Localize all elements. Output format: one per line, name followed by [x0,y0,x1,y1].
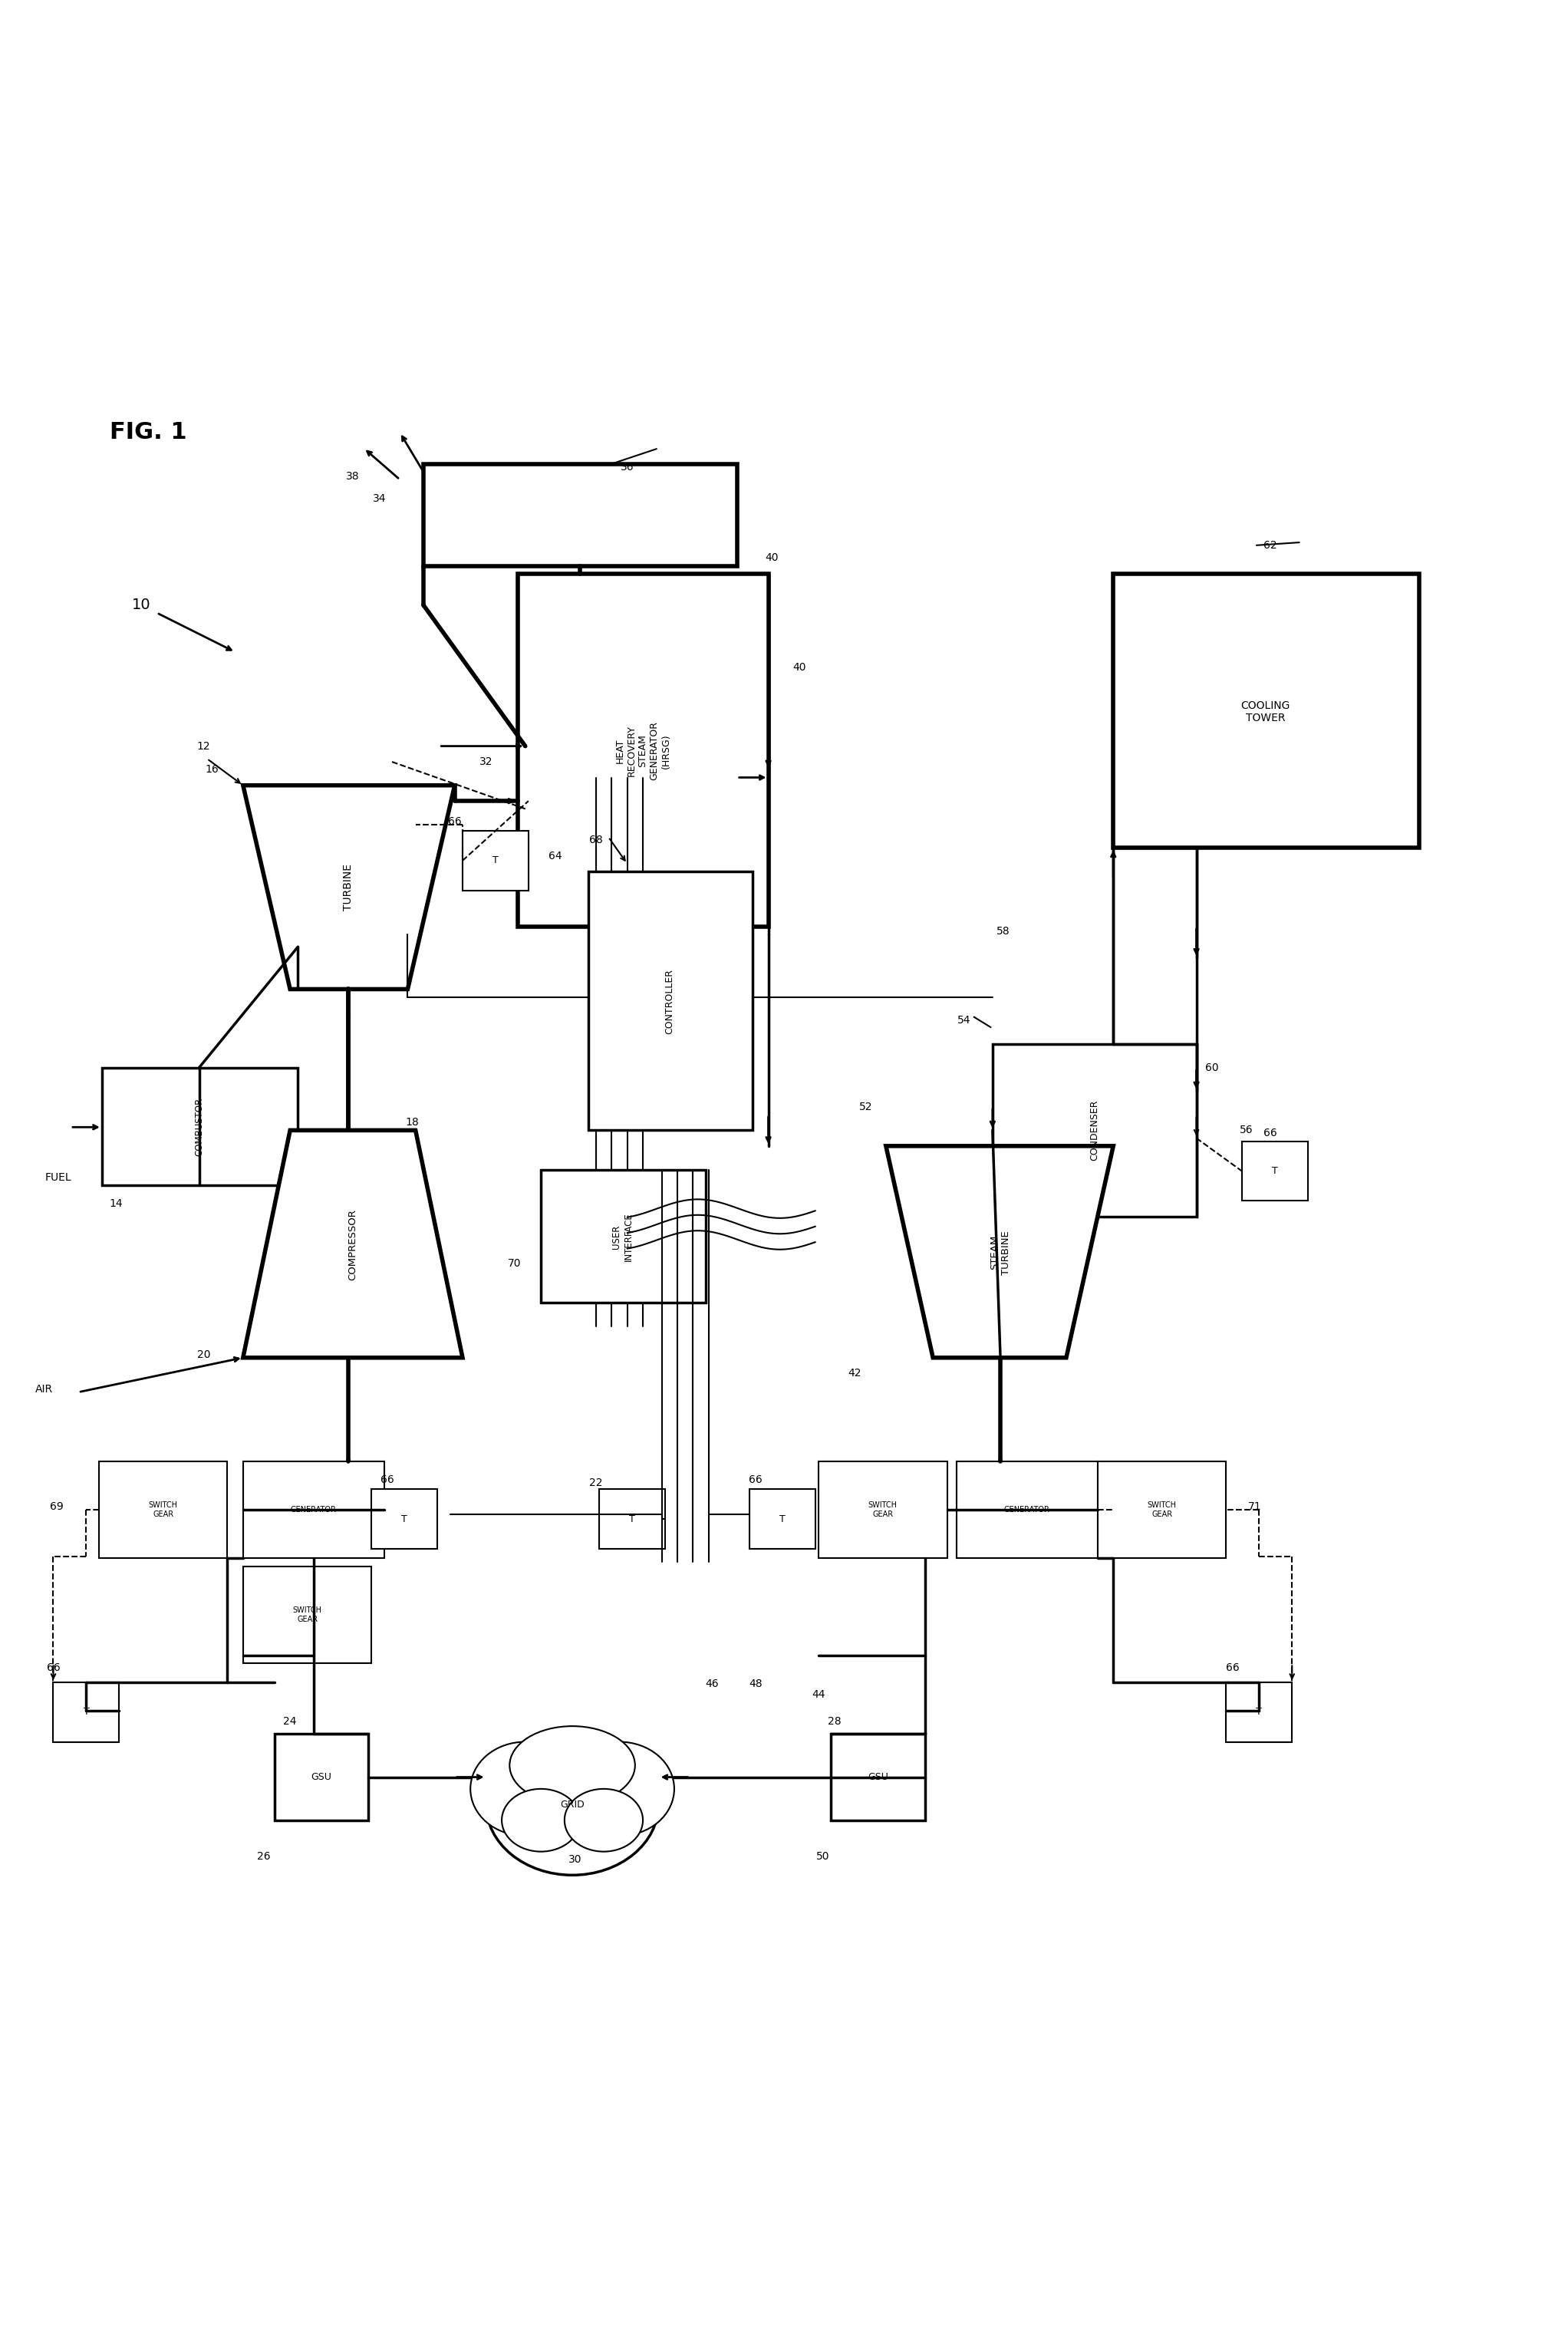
Text: 12: 12 [198,741,210,751]
Text: 58: 58 [997,926,1010,936]
Text: 22: 22 [590,1478,602,1488]
Text: 14: 14 [110,1198,122,1209]
Text: T: T [401,1513,408,1525]
Text: SWITCH
GEAR: SWITCH GEAR [1148,1502,1176,1518]
FancyBboxPatch shape [1113,573,1419,849]
Text: 71: 71 [1248,1502,1261,1511]
Text: 66: 66 [448,816,461,826]
Text: GSU: GSU [867,1773,889,1782]
Text: SWITCH
GEAR: SWITCH GEAR [869,1502,897,1518]
Text: 46: 46 [706,1679,718,1689]
Ellipse shape [486,1733,659,1876]
Text: TURBINE: TURBINE [343,863,353,910]
FancyBboxPatch shape [274,1733,368,1820]
Text: 38: 38 [347,470,359,482]
FancyBboxPatch shape [588,872,753,1130]
Text: STEAM
TURBINE: STEAM TURBINE [989,1230,1011,1275]
Text: 69: 69 [50,1502,63,1511]
Ellipse shape [470,1743,580,1836]
Text: 64: 64 [549,851,561,861]
Text: 50: 50 [817,1850,829,1862]
Text: SWITCH
GEAR: SWITCH GEAR [293,1607,321,1623]
Text: 68: 68 [590,835,602,847]
FancyBboxPatch shape [102,1067,298,1186]
FancyBboxPatch shape [243,1567,372,1663]
FancyBboxPatch shape [1098,1462,1226,1558]
Text: T: T [83,1707,89,1717]
Text: 66: 66 [381,1474,394,1485]
Text: 60: 60 [1206,1062,1218,1074]
Text: 26: 26 [257,1850,270,1862]
FancyBboxPatch shape [463,830,528,891]
Text: 28: 28 [828,1717,840,1726]
Text: 44: 44 [812,1689,825,1700]
Text: 36: 36 [621,461,633,472]
Text: T: T [1256,1707,1262,1717]
Text: 32: 32 [480,755,492,767]
Text: 30: 30 [569,1855,582,1864]
Text: 56: 56 [1240,1125,1253,1137]
Text: HEAT
RECOVERY
STEAM
GENERATOR
(HRSG): HEAT RECOVERY STEAM GENERATOR (HRSG) [615,720,671,781]
FancyBboxPatch shape [243,1462,384,1558]
Text: COMBUSTOR: COMBUSTOR [194,1097,204,1155]
Text: 66: 66 [750,1474,762,1485]
Text: GENERATOR: GENERATOR [1004,1506,1051,1513]
Text: 66: 66 [47,1663,60,1672]
Text: SWITCH
GEAR: SWITCH GEAR [149,1502,177,1518]
FancyBboxPatch shape [423,463,737,566]
Ellipse shape [564,1743,674,1836]
Text: 62: 62 [1264,540,1276,550]
FancyBboxPatch shape [818,1462,947,1558]
Text: 40: 40 [793,662,806,674]
FancyBboxPatch shape [956,1462,1098,1558]
FancyBboxPatch shape [1242,1141,1308,1200]
Text: GSU: GSU [310,1773,332,1782]
Text: GRID: GRID [560,1799,585,1810]
Text: FIG. 1: FIG. 1 [110,421,187,444]
Text: 66: 66 [1226,1663,1239,1672]
FancyBboxPatch shape [750,1490,815,1548]
FancyBboxPatch shape [599,1490,665,1548]
Polygon shape [886,1146,1113,1357]
Text: T: T [629,1513,635,1525]
Ellipse shape [502,1789,580,1852]
Text: 18: 18 [406,1118,419,1127]
FancyBboxPatch shape [831,1733,925,1820]
Text: 24: 24 [284,1717,296,1726]
Ellipse shape [564,1789,643,1852]
Text: AIR: AIR [34,1385,53,1394]
Text: 40: 40 [765,552,778,564]
Text: USER
INTERFACE: USER INTERFACE [612,1212,633,1261]
FancyBboxPatch shape [993,1043,1196,1216]
Ellipse shape [510,1726,635,1806]
Polygon shape [243,786,455,989]
Text: 66: 66 [1264,1127,1276,1139]
Text: FUEL: FUEL [45,1172,71,1184]
Text: 54: 54 [958,1015,971,1027]
Text: CONTROLLER: CONTROLLER [665,968,674,1034]
Text: 52: 52 [859,1102,872,1111]
Text: T: T [779,1513,786,1525]
FancyBboxPatch shape [517,573,768,926]
Text: COMPRESSOR: COMPRESSOR [348,1209,358,1279]
FancyBboxPatch shape [99,1462,227,1558]
Text: 48: 48 [750,1679,762,1689]
Text: 34: 34 [373,494,386,503]
FancyBboxPatch shape [372,1490,437,1548]
Text: 16: 16 [205,765,218,774]
Text: CONDENSER: CONDENSER [1090,1099,1099,1160]
Text: 10: 10 [132,599,151,613]
Text: 20: 20 [198,1350,210,1359]
Text: 42: 42 [848,1368,861,1378]
FancyBboxPatch shape [1226,1682,1292,1743]
Text: 70: 70 [508,1258,521,1270]
Text: T: T [492,856,499,865]
Polygon shape [243,1130,463,1357]
Text: T: T [1272,1167,1278,1177]
Text: COOLING
TOWER: COOLING TOWER [1240,699,1290,723]
FancyBboxPatch shape [541,1170,706,1303]
FancyBboxPatch shape [53,1682,119,1743]
Text: GENERATOR: GENERATOR [290,1506,337,1513]
